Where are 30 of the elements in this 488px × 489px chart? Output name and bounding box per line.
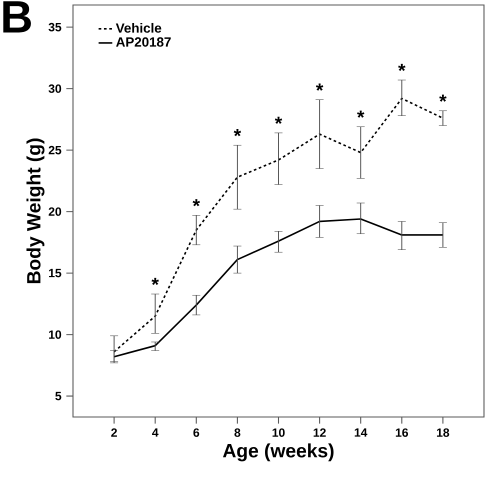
annotation: *	[439, 94, 447, 102]
x-tick-label: 6	[193, 428, 200, 437]
x-tick-label: 12	[314, 428, 326, 437]
annotation: *	[398, 64, 406, 72]
y-tick-label: 5	[55, 392, 62, 400]
y-tick-label: 30	[48, 84, 62, 93]
annotation: *	[192, 199, 200, 206]
x-axis-title: Age (weeks)	[222, 443, 334, 462]
y-tick-label: 15	[49, 268, 62, 278]
text: B	[3, 1, 31, 32]
x-tick-label: 18	[436, 428, 450, 437]
annotation: *	[234, 129, 242, 136]
y-tick-label: 25	[48, 146, 62, 154]
x-tick-label: 8	[234, 428, 240, 437]
y-axis-title: Body Weight (g)	[26, 138, 44, 284]
y-tick-label: 35	[48, 22, 62, 32]
line-series	[113, 218, 444, 358]
annotation: *	[274, 116, 282, 124]
annotation: *	[357, 110, 364, 118]
x-tick-label: 2	[111, 428, 117, 437]
annotation: *	[152, 278, 159, 286]
x-tick-label: 14	[354, 428, 368, 437]
x-tick-label: 16	[396, 428, 408, 437]
x-tick-label: 10	[272, 428, 285, 437]
y-tick-label: 20	[48, 207, 62, 216]
legend-label: AP20187	[116, 37, 171, 47]
legend-label: Vehicle	[116, 22, 162, 33]
x-tick-label: 4	[152, 428, 158, 437]
y-tick-label: 10	[49, 330, 62, 339]
annotation: *	[316, 84, 324, 91]
